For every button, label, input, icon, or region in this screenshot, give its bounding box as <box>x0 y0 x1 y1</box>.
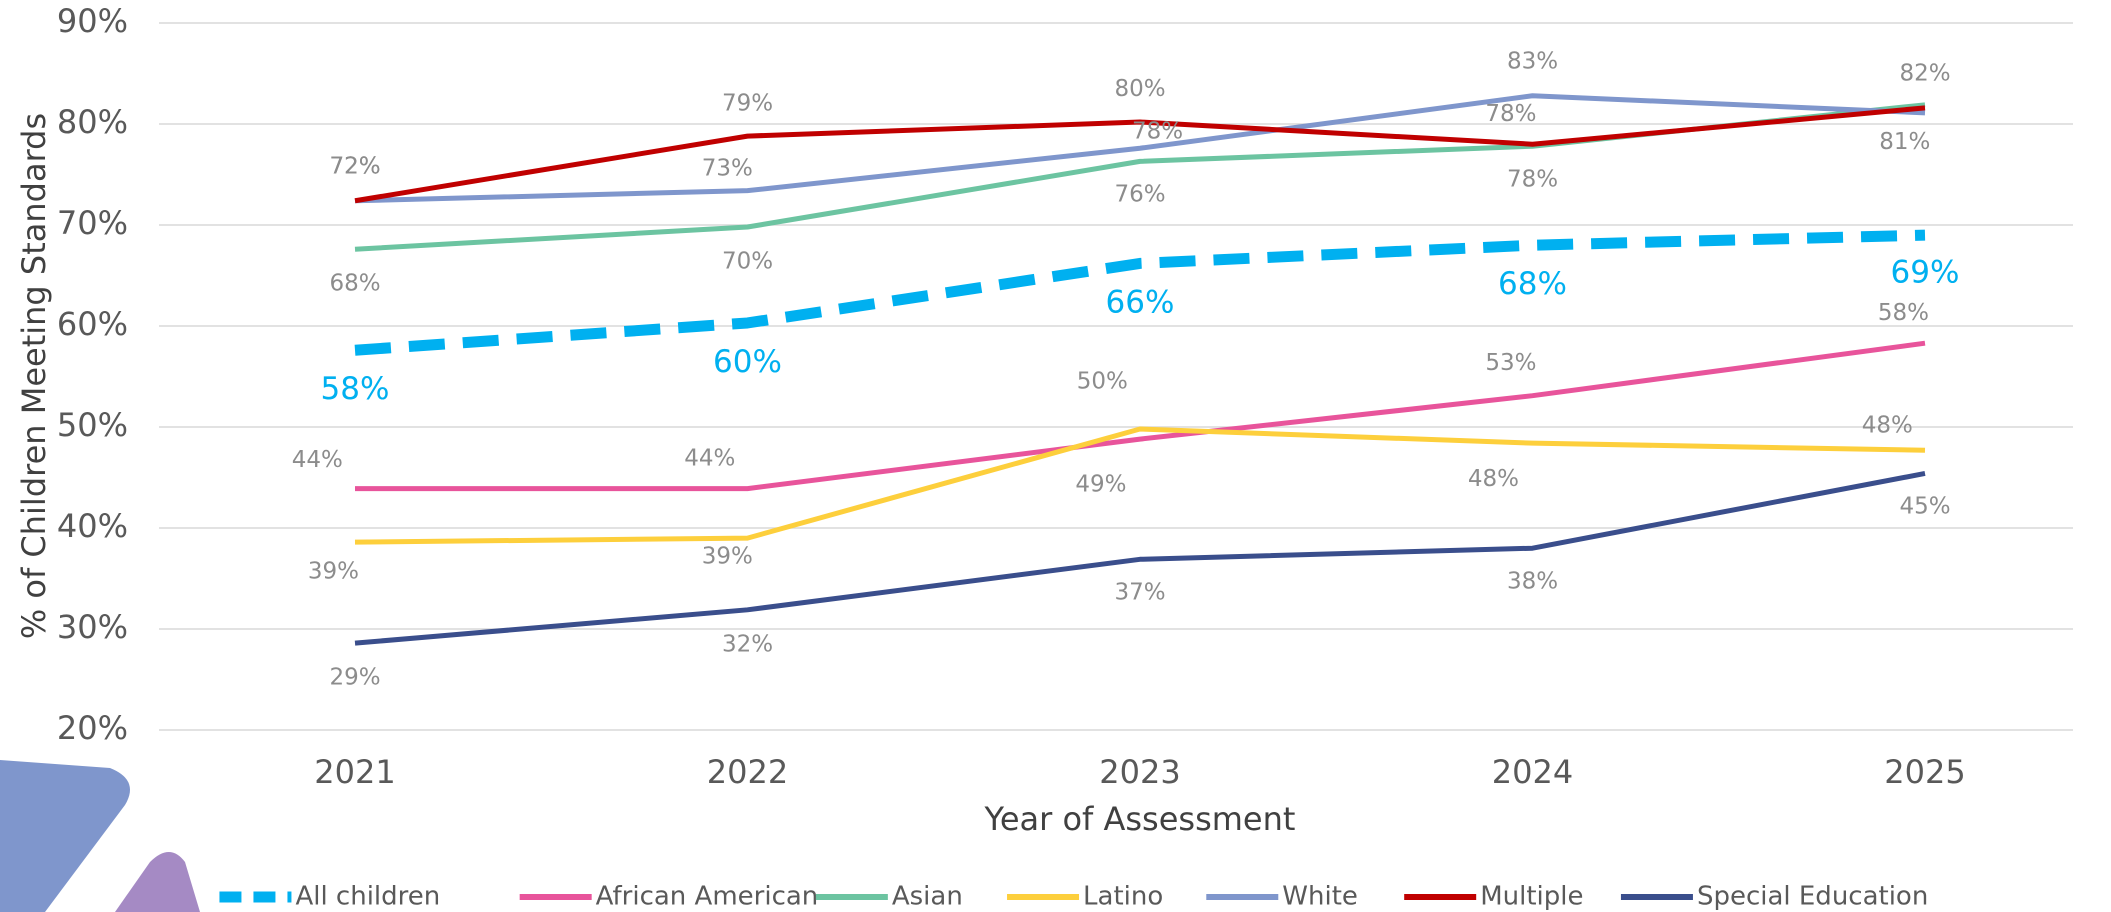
data-label: 29% <box>329 665 380 691</box>
series-line <box>355 343 1925 488</box>
y-tick-label: 80% <box>57 103 128 141</box>
data-label: 39% <box>702 543 753 569</box>
data-label: 68% <box>329 271 380 297</box>
data-label: 69% <box>1891 255 1960 291</box>
data-label: 78% <box>1132 119 1183 145</box>
data-label: 78% <box>1485 101 1536 127</box>
data-label: 48% <box>1468 466 1519 492</box>
x-tick-label: 2023 <box>1099 753 1180 791</box>
data-label: 70% <box>722 249 773 275</box>
data-label: 83% <box>1507 49 1558 75</box>
data-label: 58% <box>1878 300 1929 326</box>
data-label: 37% <box>1114 579 1165 605</box>
x-tick-label: 2021 <box>314 753 395 791</box>
y-tick-label: 40% <box>57 507 128 545</box>
data-label: 81% <box>1879 129 1930 155</box>
data-label: 49% <box>1075 471 1126 497</box>
legend-label: Asian <box>892 882 963 912</box>
data-label: 80% <box>1114 76 1165 102</box>
y-tick-label: 60% <box>57 305 128 343</box>
legend-label: Multiple <box>1480 882 1583 912</box>
data-label: 73% <box>702 156 753 182</box>
data-label: 32% <box>722 631 773 657</box>
y-tick-label: 70% <box>57 204 128 242</box>
data-label: 66% <box>1106 284 1175 320</box>
data-label: 44% <box>684 445 735 471</box>
y-tick-label: 90% <box>57 2 128 40</box>
series-line <box>355 473 1925 643</box>
x-tick-label: 2022 <box>707 753 788 791</box>
data-label: 44% <box>292 447 343 473</box>
data-label: 82% <box>1899 60 1950 86</box>
y-tick-label: 30% <box>57 608 128 646</box>
data-label: 72% <box>329 154 380 180</box>
legend-label: All children <box>295 882 440 912</box>
data-label: 38% <box>1507 568 1558 594</box>
y-tick-label: 20% <box>57 709 128 747</box>
data-label: 58% <box>321 371 390 407</box>
legend-label: African American <box>596 882 819 912</box>
decor-shape <box>115 852 200 912</box>
data-label: 60% <box>713 344 782 380</box>
legend-label: Latino <box>1083 882 1163 912</box>
data-label: 45% <box>1899 494 1950 520</box>
x-tick-label: 2024 <box>1492 753 1573 791</box>
y-axis-title: % of Children Meeting Standards <box>15 113 53 639</box>
data-label: 78% <box>1507 166 1558 192</box>
legend-label: White <box>1282 882 1358 912</box>
data-label: 68% <box>1498 266 1567 302</box>
decor-shape <box>0 760 130 912</box>
y-tick-label: 50% <box>57 406 128 444</box>
chart: Year of Assessment % of Children Meeting… <box>0 0 2111 912</box>
data-label: 53% <box>1485 350 1536 376</box>
data-label: 79% <box>722 90 773 116</box>
x-tick-label: 2025 <box>1884 753 1965 791</box>
data-label: 76% <box>1114 182 1165 208</box>
data-label: 50% <box>1077 368 1128 394</box>
data-label: 48% <box>1862 412 1913 438</box>
series-line <box>355 429 1925 542</box>
legend-label: Special Education <box>1697 882 1928 912</box>
data-label: 39% <box>308 558 359 584</box>
x-axis-title: Year of Assessment <box>984 800 1296 838</box>
